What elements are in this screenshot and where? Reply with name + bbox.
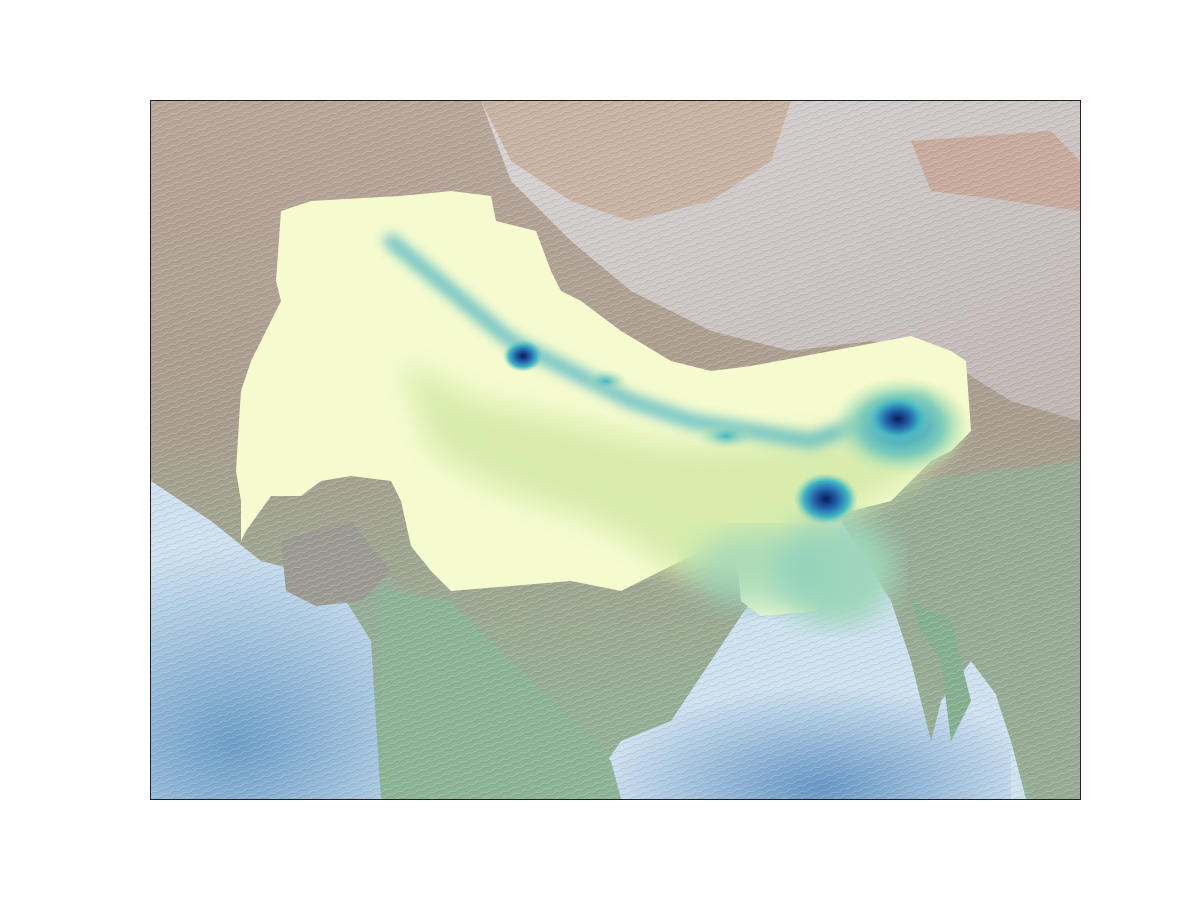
map-plot-area bbox=[151, 101, 1080, 799]
map-svg bbox=[151, 101, 1080, 799]
central-himalaya-patch bbox=[696, 422, 756, 450]
arunachal-hotspot bbox=[866, 395, 930, 443]
precipitation-overlay bbox=[236, 191, 971, 626]
gangetic-delta-band bbox=[691, 531, 831, 611]
shillong-hotspot bbox=[794, 473, 858, 525]
western-himalaya-hotspot bbox=[503, 340, 543, 372]
nepal-patch bbox=[584, 369, 628, 393]
